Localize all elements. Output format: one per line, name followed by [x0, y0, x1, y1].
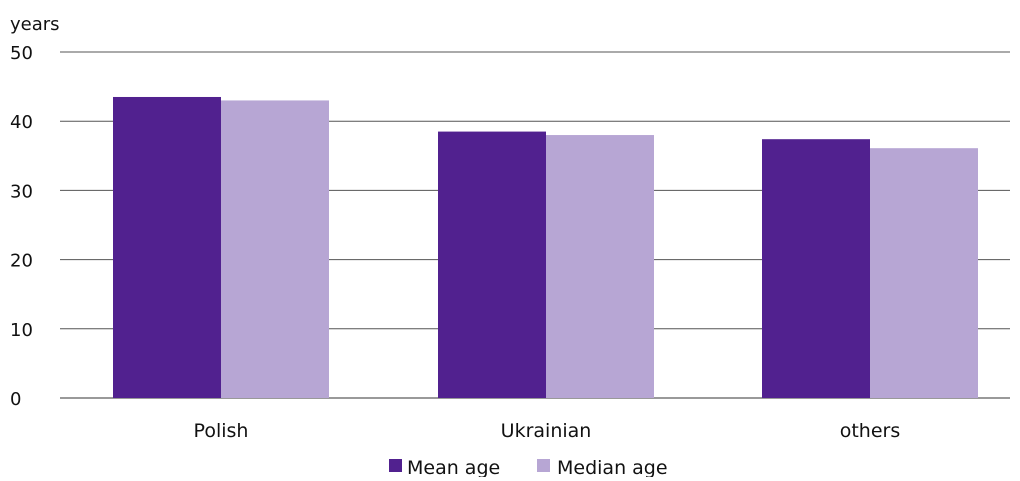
y-tick-label: 10	[10, 320, 33, 341]
bar-mean-age-others	[762, 139, 870, 398]
legend-label-median-age: Median age	[557, 457, 668, 477]
bar-median-age-ukrainian	[546, 135, 654, 399]
x-tick-label: others	[840, 420, 901, 442]
y-tick-label: 20	[10, 251, 33, 272]
x-tick-label: Ukrainian	[501, 420, 592, 442]
legend-label-mean-age: Mean age	[407, 457, 500, 477]
y-tick-label: 30	[10, 181, 33, 202]
bars	[113, 96, 978, 399]
bar-mean-age-polish	[113, 96, 221, 398]
y-axis-unit-label: years	[10, 14, 60, 35]
legend-swatch-median-age	[537, 459, 550, 472]
bar-mean-age-ukrainian	[438, 131, 546, 398]
bar-median-age-polish	[221, 100, 329, 398]
legend: Mean age Median age	[389, 457, 668, 479]
legend-swatch-mean-age	[389, 459, 402, 472]
y-tick-label: 0	[10, 389, 21, 410]
x-axis-ticks: Polish Ukrainian others	[194, 420, 901, 442]
y-tick-label: 50	[10, 43, 33, 64]
y-tick-label: 40	[10, 112, 33, 133]
y-axis-ticks: 0 10 20 30 40 50	[10, 43, 33, 410]
x-tick-label: Polish	[194, 420, 249, 442]
bar-median-age-others	[870, 148, 978, 398]
